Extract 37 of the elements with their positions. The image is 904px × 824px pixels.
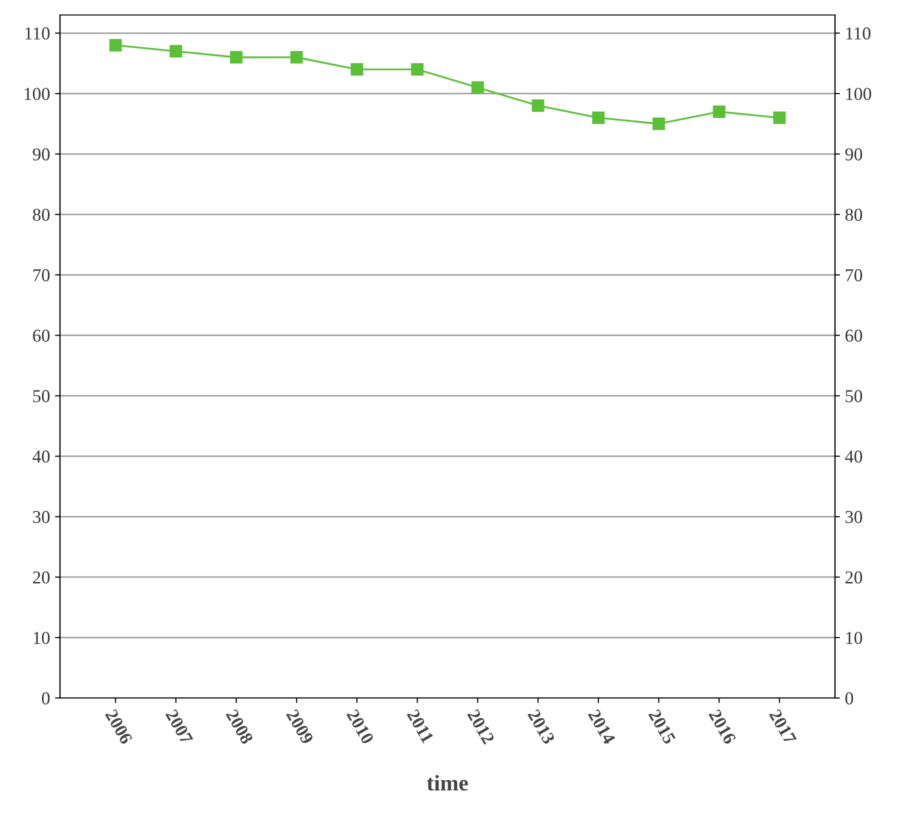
y2-tick-label: 30 <box>846 510 862 524</box>
y-tick-label: 90 <box>32 148 50 160</box>
y-tick-label: 10 <box>34 632 50 644</box>
y-tick-label: 100 <box>24 88 50 100</box>
y-tick-label: 80 <box>32 208 50 221</box>
point <box>411 63 424 76</box>
x-axis-title: time <box>426 774 468 791</box>
y2-tick-label: 10 <box>846 632 862 644</box>
point <box>230 51 242 64</box>
y-tick-label: 40 <box>32 450 50 463</box>
y2-tick-label: 110 <box>846 27 870 40</box>
point <box>471 81 484 94</box>
y2-tick-label: 90 <box>845 148 862 160</box>
y2-tick-label: 40 <box>845 450 862 463</box>
point <box>712 105 726 118</box>
y-tick-label: 50 <box>33 390 50 402</box>
y2-tick-label: 20 <box>846 571 862 584</box>
point <box>592 112 605 124</box>
point <box>652 118 666 130</box>
y2-tick-label: 50 <box>846 390 862 402</box>
y-tick-label: 60 <box>33 330 50 342</box>
point <box>773 112 786 124</box>
point <box>290 51 303 64</box>
y-tick-label: 30 <box>33 510 50 524</box>
y-tick-label: 0 <box>42 692 50 704</box>
y2-tick-label: 0 <box>845 692 854 704</box>
point <box>350 63 364 76</box>
y-tick-label: 20 <box>33 571 50 584</box>
y-tick-label: 70 <box>33 269 50 282</box>
y2-tick-label: 60 <box>846 330 862 342</box>
y-tick-label: 110 <box>25 27 50 40</box>
y2-tick-label: 70 <box>846 269 862 282</box>
point <box>109 38 122 52</box>
point <box>170 45 182 58</box>
point <box>532 99 544 112</box>
y2-tick-label: 100 <box>846 88 872 100</box>
y2-tick-label: 80 <box>845 208 862 221</box>
